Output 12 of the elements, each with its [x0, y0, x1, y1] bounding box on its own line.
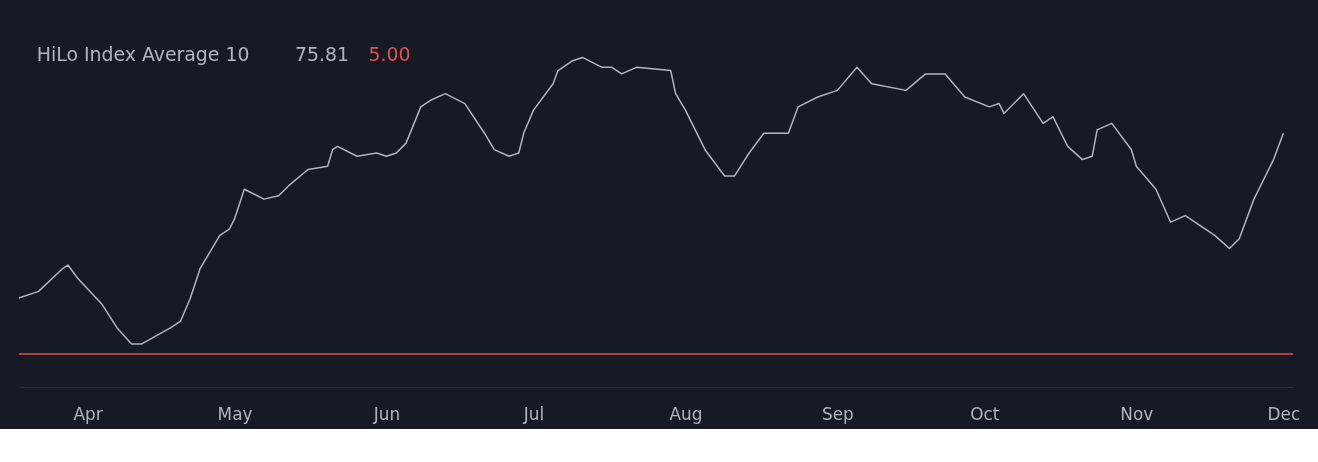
annotation: 5.00	[368, 42, 411, 65]
x-tick-label: Sep	[821, 404, 854, 425]
x-tick-label: Nov	[1120, 404, 1154, 425]
x-tick-label: Oct	[970, 404, 1000, 425]
x-tick-label: May	[217, 404, 253, 425]
x-tick-label: Jul	[522, 404, 545, 425]
annotation: 75.81	[294, 42, 349, 65]
x-tick-label: Jun	[372, 404, 401, 425]
x-tick-label: Apr	[73, 404, 103, 425]
x-tick-label: Aug	[669, 404, 703, 425]
chart-title: HiLo Index Average 10	[36, 42, 250, 65]
x-tick-label: Dec	[1267, 404, 1301, 425]
